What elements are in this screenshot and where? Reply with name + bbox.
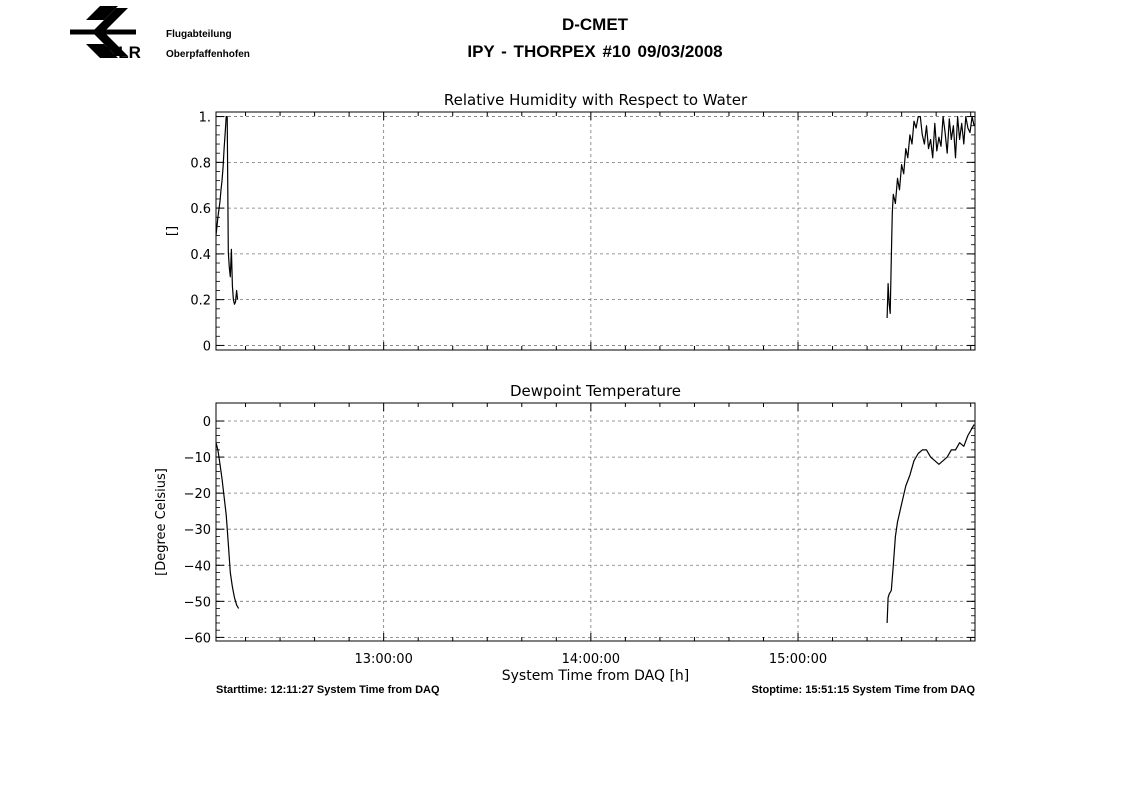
chart-2: Dewpoint Temperature 0 −10 −20 −30 −40 −50 −60 1… [154, 382, 976, 684]
logo-text: DLR [106, 43, 141, 62]
x-axis-label: System Time from DAQ [h] [502, 668, 690, 684]
y-tick-label: −10 [184, 451, 211, 466]
y-tick-label: 0 [203, 339, 211, 354]
y-tick-label: −60 [184, 631, 211, 646]
stop-time-note: Stoptime: 15:51:15 System Time from DAQ [751, 684, 975, 696]
chart-title: Relative Humidity with Respect to Water [444, 91, 748, 109]
data-line-segment-2 [886, 115, 975, 319]
y-tick-label: 0.4 [190, 248, 211, 263]
page-subtitle: IPY - THORPEX #10 09/03/2008 [467, 42, 723, 61]
plot-frame [215, 402, 976, 642]
data-line-segment-1 [215, 115, 239, 305]
data-line-segment-2 [886, 424, 975, 624]
y-axis-label: [] [165, 226, 180, 236]
y-axis-label: [Degree Celsius] [154, 468, 169, 576]
org-line1: Flugabteilung [166, 29, 232, 40]
dlr-logo: DLR [70, 6, 141, 62]
data-line-segment-1 [215, 442, 240, 609]
y-tick-label: −50 [184, 595, 211, 610]
y-tick-label: 0.6 [190, 202, 211, 217]
page-title: D-CMET [561, 15, 629, 34]
y-tick-label: 1. [199, 111, 211, 126]
y-tick-label: −30 [184, 523, 211, 538]
x-tick-label: 13:00:00 [354, 652, 412, 667]
chart-1: Relative Humidity with Respect to Water 0… [165, 91, 976, 354]
y-tick-label: −40 [184, 559, 211, 574]
y-tick-label: 0.8 [190, 156, 211, 171]
org-line2: Oberpfaffenhofen [166, 49, 250, 60]
x-tick-label: 14:00:00 [562, 652, 620, 667]
y-tick-label: 0.2 [190, 294, 211, 309]
x-tick-label: 15:00:00 [769, 652, 827, 667]
y-tick-label: −20 [184, 487, 211, 502]
start-time-note: Starttime: 12:11:27 System Time from DAQ [216, 684, 440, 696]
chart-title: Dewpoint Temperature [510, 382, 681, 400]
y-tick-label: 0 [203, 415, 211, 430]
plot-frame [215, 111, 976, 351]
